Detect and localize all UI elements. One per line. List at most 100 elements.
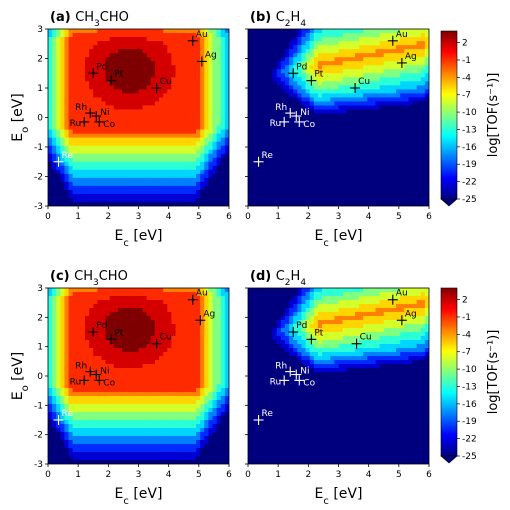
colorbar-label: log[TOF(s⁻¹)] [486,330,501,415]
marker-label: Ag [203,309,215,319]
panel-c: 0 1 2 3 4 5 6 Ec [eV] -3 -2 -1 0 1 2 3 Eo [eV] (c) CH3CH… [10,269,232,507]
marker-label: Pd [296,62,307,72]
x-axis-label: Ec [eV] [115,228,163,249]
x-axis-label: Ec [eV] [315,228,363,249]
marker-label: Cu [360,333,372,343]
x-tick-label: 2 [105,212,111,222]
colorbar-tick-label: -19 [462,160,477,170]
x-tick-label: 3 [336,470,342,480]
marker-rh: Rh [275,103,296,119]
x-tick-label: 2 [105,470,111,480]
marker-label: Co [303,378,315,388]
marker-ni: Ni [91,108,110,122]
colorbar-tick-label: -10 [462,365,477,375]
heatmap [48,29,229,206]
marker-au: Au [187,30,208,46]
marker-label: Ni [100,367,109,377]
panel-a: 0 1 2 3 4 5 6 Ec [eV] -3 -2 -1 0 1 2 3 Eo [eV] (a) CH3CH… [10,10,232,249]
colorbar-tick-label: -19 [462,417,477,427]
y-tick-label: 0 [37,372,43,382]
marker-label: Co [303,120,315,130]
y-tick-label: 3 [37,284,43,294]
marker-label: Re [262,409,274,419]
colorbar-tick-label: -16 [462,143,477,153]
x-tick-label: 4 [366,212,372,222]
colorbar-tick-label: -4 [462,330,471,340]
marker-label: Ru [270,119,282,129]
x-tick-label: 4 [366,470,372,480]
colorbar-tick-label: -7 [462,91,471,101]
marker-rh: Rh [75,103,96,119]
colorbar-label: log[TOF(s⁻¹)] [486,73,501,158]
colorbar: 2 -1 -4 -7 -10 -13 -16 -19 -22 -25 log[TOF(s⁻¹)] [440,287,501,464]
marker-pt: Pt [306,328,324,345]
marker-label: Co [103,378,115,388]
marker-ni: Ni [291,367,310,380]
marker-co: Co [94,116,116,130]
marker-pd: Pd [288,62,307,79]
metal-markers: Au Ag Pd Pt Cu Rh Ni Ru Co Re [253,289,417,425]
marker-label: Re [62,409,74,419]
marker-label: Ru [70,377,82,387]
marker-pd: Pd [288,321,307,337]
colorbar-tick-label: -25 [462,452,477,462]
x-tick-label: 4 [166,470,172,480]
colorbar-gradient [440,287,458,457]
marker-re: Re [253,409,274,425]
panel-d: 0 1 2 3 4 5 6 Ec [eV] (d) C2H4 Au Ag Pd Pt Cu Rh Ni Ru Co… [245,269,432,507]
x-axis: 0 1 2 3 4 5 6 [45,464,232,480]
colorbar-extend-arrow [440,198,458,207]
marker-pt: Pt [106,70,124,86]
marker-label: Ru [70,119,82,129]
x-tick-label: 1 [75,470,81,480]
x-tick-label: 2 [305,470,311,480]
colorbar-tick-label: -25 [462,195,477,205]
x-axis: 0 1 2 3 4 5 6 [245,464,432,480]
y-tick-label: -3 [34,460,43,470]
marker-ag: Ag [396,309,417,326]
marker-label: Re [62,151,74,161]
x-tick-label: 0 [245,470,251,480]
colorbar-extend-arrow [440,455,458,464]
y-tick-label: 1 [37,343,43,353]
marker-label: Cu [160,77,172,87]
marker-label: Au [196,289,208,299]
y-tick-label: -1 [34,401,43,411]
y-tick-label: 1 [37,84,43,94]
colorbar-tick-label: -22 [462,435,477,445]
marker-cu: Cu [151,333,172,349]
panel-title: (c) CH3CHO [50,269,128,288]
marker-ru: Ru [70,375,90,387]
marker-label: Ni [300,367,309,377]
colorbar-gradient [440,30,458,200]
x-tick-label: 5 [396,470,402,480]
marker-ni: Ni [291,108,310,122]
marker-label: Ag [205,50,217,60]
marker-label: Rh [275,103,287,113]
marker-label: Pt [114,70,123,80]
colorbar-tick-label: -13 [462,125,477,135]
y-tick-label: 2 [37,55,43,65]
marker-au: Au [387,289,408,305]
colorbar-tick-label: 2 [462,39,468,49]
x-tick-label: 6 [226,212,232,222]
marker-ni: Ni [91,367,110,380]
marker-label: Rh [75,362,87,372]
x-tick-label: 5 [196,212,202,222]
colorbar-tick-label: -22 [462,178,477,188]
y-tick-label: 2 [37,313,43,323]
x-tick-label: 5 [196,470,202,480]
colorbar-tick-label: -7 [462,348,471,358]
marker-label: Ni [100,108,109,118]
panel-b: 0 1 2 3 4 5 6 Ec [eV] (b) C2H4 Au Ag Pd Pt Cu Rh Ni Ru Co… [245,10,432,249]
x-axis-label: Ec [eV] [115,486,163,507]
y-axis: -3 -2 -1 0 1 2 3 [34,25,48,212]
marker-au: Au [387,30,408,46]
marker-label: Ag [405,309,417,319]
marker-rh: Rh [275,362,296,377]
marker-ru: Ru [270,116,290,129]
marker-label: Au [396,30,408,40]
marker-label: Re [262,151,274,161]
x-axis-label: Ec [eV] [315,486,363,507]
